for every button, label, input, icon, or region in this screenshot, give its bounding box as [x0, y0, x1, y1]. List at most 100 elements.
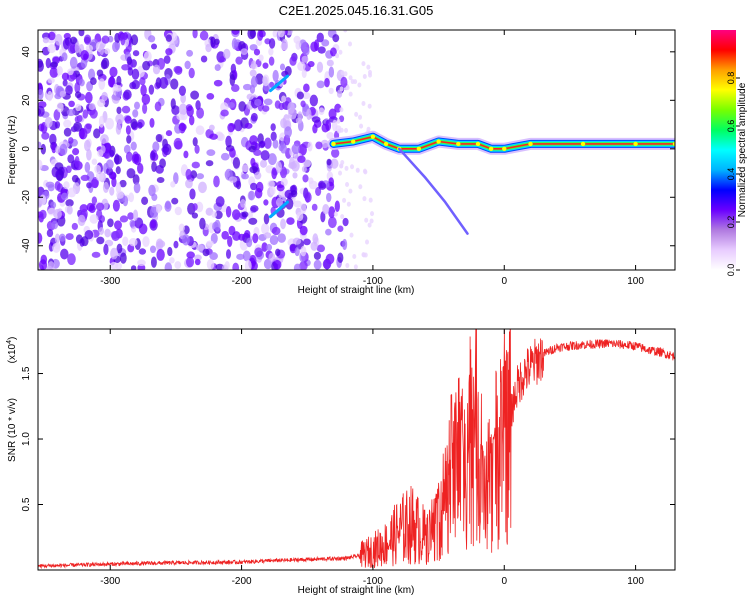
spectrogram-noise-blob: [130, 141, 137, 151]
spectrogram-y-tick-label: 0: [21, 146, 32, 152]
spectrogram-noise-blob: [253, 149, 262, 156]
spectrogram-faint-blob: [358, 184, 363, 190]
spectrogram-noise-blob: [214, 64, 221, 71]
spectrogram-noise-blob: [316, 244, 326, 253]
spectrogram-noise-blob: [46, 229, 54, 238]
spectrogram-faint-blob: [367, 103, 372, 109]
spectrogram-noise-blob: [311, 203, 318, 211]
spectrogram-noise-blob: [58, 233, 66, 242]
spectrogram-noise-blob: [284, 126, 292, 138]
spectrogram-noise-blob: [71, 222, 78, 231]
spectrogram-noise-blob: [125, 151, 133, 162]
spectrogram-noise-blob: [173, 65, 183, 74]
spectrogram-noise-blob: [51, 142, 57, 154]
snr-y-tick-label: 0.5: [21, 497, 32, 511]
spectrogram-noise-blob: [52, 242, 61, 253]
spectrogram-faint-blob: [369, 218, 374, 224]
spectrogram-noise-blob: [231, 30, 240, 35]
spectrogram-noise-blob: [101, 35, 110, 44]
spectrogram-faint-blob: [348, 75, 353, 81]
snr-marks: [38, 329, 675, 570]
spectrogram-noise-blob: [271, 167, 277, 180]
spectrogram-noise-blob: [272, 30, 278, 38]
spectrogram-noise-blob: [109, 66, 118, 78]
spectrogram-noise-blob: [241, 173, 249, 180]
figure-title: C2E1.2025.045.16.31.G05: [279, 3, 434, 18]
spectrogram-faint-blob: [344, 128, 349, 134]
spectrogram-noise-blob: [227, 122, 235, 133]
spectrogram-faint-blob: [362, 73, 367, 79]
spectrogram-noise-blob: [128, 192, 135, 203]
spectrogram-faint-blob: [333, 211, 338, 217]
spectrogram-noise-blob: [169, 257, 175, 264]
spectrogram-noise-blob: [150, 220, 157, 229]
spectrogram-noise-blob: [74, 155, 80, 168]
spectrogram-noise-blob: [94, 164, 101, 174]
spectrogram-noise-blob: [206, 92, 215, 100]
spectrogram-faint-blob: [366, 64, 371, 70]
spectrogram-noise-blob: [198, 181, 207, 194]
spectrogram-noise-blob: [320, 211, 326, 223]
spectrogram-noise-blob: [63, 127, 72, 137]
spectrogram-noise-blob: [231, 38, 238, 50]
spectrogram-noise-blob: [178, 223, 185, 233]
spectrogram-faint-blob: [359, 123, 364, 129]
spectrogram-noise-blob: [127, 212, 135, 220]
spectrogram-noise-blob: [232, 157, 241, 169]
spectrogram-noise-blob: [307, 141, 313, 152]
spectrogram-noise-blob: [251, 60, 257, 70]
spectrogram-noise-blob: [330, 158, 339, 169]
spectrogram-noise-blob: [243, 83, 252, 91]
spectrogram-noise-blob: [104, 228, 111, 238]
spectrogram-noise-blob: [252, 233, 259, 244]
spectrogram-noise-blob: [95, 202, 105, 211]
spectrogram-noise-blob: [54, 121, 61, 129]
spectrogram-noise-blob: [38, 105, 45, 117]
spectrogram-noise-blob: [97, 99, 106, 108]
spectrogram-noise-blob: [299, 225, 308, 236]
spectrogram-noise-blob: [199, 30, 209, 41]
spectrogram-noise-blob: [124, 115, 132, 124]
spectrogram-noise-blob: [205, 160, 214, 167]
spectrogram-noise-blob: [225, 249, 232, 259]
snr-x-tick-label: -200: [232, 576, 252, 587]
spectrogram-noise-blob: [78, 78, 85, 87]
spectrogram-noise-blob: [91, 196, 98, 206]
spectrogram-noise-blob: [300, 100, 306, 108]
spectrogram-faint-blob: [350, 164, 355, 170]
spectrogram-noise-blob: [299, 261, 308, 270]
spectrogram-noise-blob: [54, 33, 63, 46]
spectrogram-noise-blob: [62, 79, 68, 87]
spectrogram-noise-blob: [244, 259, 252, 270]
spectrogram-noise-blob: [326, 132, 335, 140]
spectrogram-noise-blob: [300, 203, 307, 214]
spectrogram-noise-blob: [67, 187, 77, 198]
spectrogram-noise-blob: [119, 179, 127, 188]
snr-x-tick-label: 0: [501, 576, 507, 587]
spectrogram-faint-blob: [348, 41, 353, 47]
spectrogram-noise-blob: [270, 123, 276, 131]
spectrogram-noise-blob: [79, 127, 85, 140]
spectrogram-noise-blob: [174, 140, 183, 150]
spectrogram-noise-blob: [123, 89, 132, 100]
spectrogram-noise-blob: [254, 247, 263, 258]
spectrogram-noise-blob: [173, 172, 179, 185]
spectrogram-noise-blob: [148, 84, 155, 95]
spectrogram-noise-blob: [54, 233, 61, 244]
spectrogram-noise-blob: [307, 60, 315, 68]
spectrogram-faint-blob: [362, 196, 367, 202]
snr-x-tick-label: 100: [627, 576, 644, 587]
spectrogram-noise-blob: [262, 62, 269, 69]
spectrogram-faint-blob: [348, 188, 353, 194]
spectrogram-noise-blob: [174, 206, 182, 216]
spectrogram-noise-blob: [149, 117, 155, 128]
spectrogram-noise-blob: [314, 39, 320, 52]
spectrogram-noise-blob: [99, 43, 105, 56]
spectrogram-noise-blob: [220, 102, 229, 112]
spectrogram-noise-blob: [250, 76, 258, 88]
spectrogram-noise-blob: [113, 154, 123, 165]
spectrogram-noise-blob: [241, 211, 249, 218]
spectrogram-noise-blob: [66, 109, 76, 117]
spectrogram-noise-blob: [195, 201, 204, 213]
